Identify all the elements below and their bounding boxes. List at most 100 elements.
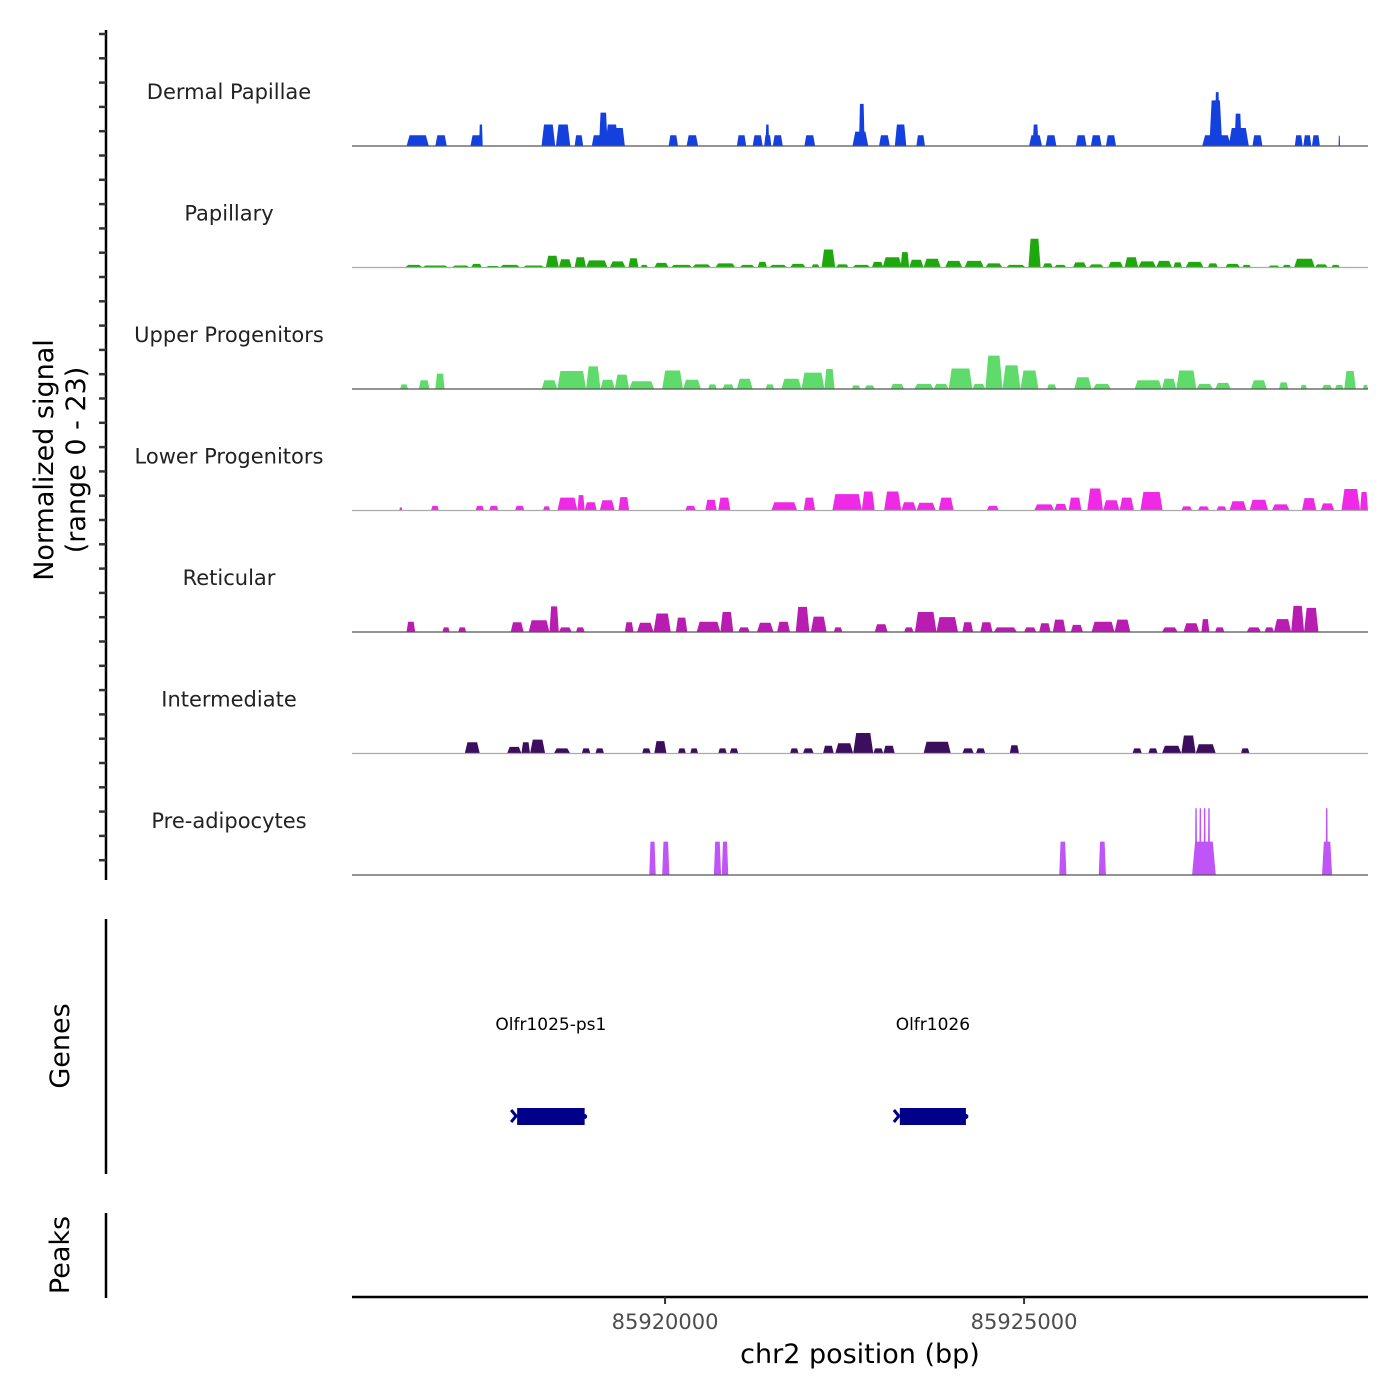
strand-arrow-icon (892, 1109, 901, 1123)
gene-body (899, 1108, 966, 1125)
gene-end-marker (963, 1114, 969, 1119)
signal-peak (916, 135, 925, 146)
signal-peak (802, 748, 814, 754)
track-dermal-papillae (352, 92, 1368, 147)
signal-peak (675, 617, 688, 632)
signal-peak (624, 622, 634, 632)
signal-peak (1215, 627, 1225, 632)
signal-peak (1294, 258, 1315, 268)
signal-peak (851, 385, 861, 389)
signal-peak (649, 841, 656, 875)
signal-peak (471, 263, 482, 268)
signal-peak (668, 135, 678, 146)
signal-peak (1070, 624, 1083, 632)
signal-peak (553, 748, 571, 754)
signal-peak (662, 841, 670, 875)
signal-peak (1322, 384, 1333, 389)
signal-peak (690, 748, 699, 754)
signal-peak (549, 606, 559, 632)
signal-peak (399, 507, 403, 511)
signal-peak (1087, 488, 1104, 511)
signal-peak (936, 617, 959, 632)
track-label: Reticular (183, 566, 276, 590)
signal-peak (528, 620, 550, 632)
signal-peak (803, 497, 816, 511)
signal-peak (696, 621, 721, 632)
signal-peak (1362, 384, 1368, 389)
signal-peak (858, 103, 865, 146)
signal-peak (1108, 261, 1124, 268)
signal-peak (781, 378, 802, 389)
signal-peak (871, 261, 884, 268)
signal-peak (1215, 382, 1231, 389)
signal-peak (654, 741, 667, 754)
signal-peak (521, 742, 531, 754)
signal-peak (598, 112, 608, 146)
signal-peak (541, 124, 556, 146)
signal-peak (418, 380, 430, 389)
signal-peak (1250, 380, 1267, 389)
signal-peak (900, 252, 910, 268)
signal-peak (1024, 627, 1037, 632)
signal-peak (1207, 263, 1218, 268)
signal-peak (470, 135, 482, 146)
signal-peak (705, 499, 717, 511)
signal-peak (435, 373, 445, 389)
signal-peak (577, 495, 585, 511)
signal-peak (1216, 506, 1227, 511)
signal-peak (1105, 135, 1116, 146)
signal-peak (1304, 607, 1319, 632)
signal-peak (708, 384, 717, 389)
signal-peak (980, 622, 993, 632)
signal-peak (1246, 627, 1262, 632)
signal-peak (1195, 744, 1216, 754)
track-reticular (352, 605, 1368, 633)
signal-peak (1249, 499, 1269, 511)
signal-peak (685, 505, 696, 511)
signal-peak (542, 506, 551, 511)
signal-peak (736, 378, 753, 389)
signal-peak (835, 264, 849, 268)
signal-peak (1360, 492, 1368, 511)
y-axis-title-line-1: Normalized signal (29, 339, 60, 581)
signal-peak (985, 355, 1003, 389)
signal-peak (713, 841, 722, 875)
signal-peak (736, 135, 747, 146)
signal-peak (557, 371, 587, 389)
signal-peak (600, 379, 615, 389)
y-axis-title-line-2: (range 0 - 23) (61, 367, 92, 554)
signal-peak (756, 622, 774, 632)
signal-peak (1183, 623, 1200, 632)
signal-peak (541, 380, 558, 389)
signal-peak (435, 135, 447, 146)
signal-peak (1002, 365, 1021, 389)
signal-peak (883, 745, 895, 754)
signal-peak (514, 505, 525, 511)
signal-peak (1161, 627, 1178, 632)
signal-peak (1271, 504, 1290, 511)
signal-peak (557, 497, 578, 511)
signal-peak (1074, 377, 1092, 389)
signal-peak (1229, 501, 1247, 511)
signal-peak (1161, 378, 1177, 389)
signal-peak (772, 135, 783, 146)
signal-peak (558, 627, 572, 632)
signal-peak (721, 841, 729, 875)
signal-peak (1197, 506, 1210, 511)
signal-peak (1199, 808, 1202, 875)
signal-peak (1028, 238, 1041, 268)
track-label: Papillary (184, 202, 273, 226)
signal-peak (584, 502, 597, 511)
signal-peak (1119, 497, 1134, 511)
signal-peak (1334, 384, 1344, 389)
signal-peak (1114, 619, 1131, 632)
genes-track-label: Genes (45, 1003, 76, 1088)
signal-peak (442, 627, 450, 632)
signal-peak (1176, 370, 1197, 389)
signal-peak (1344, 371, 1356, 389)
signal-peak (662, 370, 684, 389)
signal-peak (801, 372, 825, 389)
signal-peak (715, 263, 736, 268)
signal-peak (1173, 262, 1183, 268)
